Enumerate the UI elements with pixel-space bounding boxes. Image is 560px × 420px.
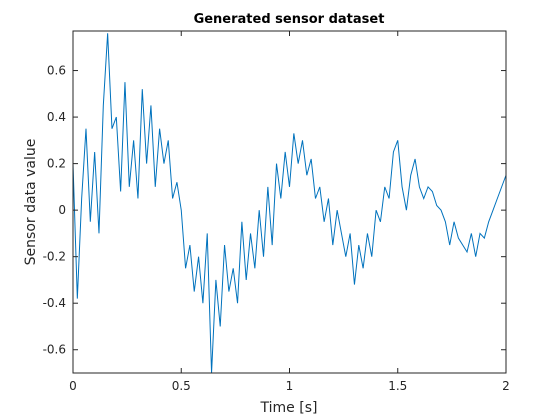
x-tick-label: 0.5 — [172, 379, 191, 393]
chart-title: Generated sensor dataset — [194, 12, 385, 27]
y-tick-label: -0.4 — [43, 296, 66, 310]
y-tick-label: 0 — [58, 203, 66, 217]
x-tick-label: 1 — [286, 379, 294, 393]
data-line — [72, 33, 507, 374]
y-tick-label: 0.6 — [47, 64, 66, 78]
y-tick-label: -0.2 — [43, 250, 66, 264]
x-tick-label: 2 — [502, 379, 510, 393]
x-tick-label: 1.5 — [388, 379, 407, 393]
x-tick-label: 0 — [69, 379, 77, 393]
y-tick-label: 0.4 — [47, 110, 66, 124]
y-axis-label: Sensor data value — [23, 139, 39, 266]
x-axis-label: Time [s] — [260, 400, 318, 416]
y-tick-label: 0.2 — [47, 157, 66, 171]
y-tick-label: -0.6 — [43, 343, 66, 357]
